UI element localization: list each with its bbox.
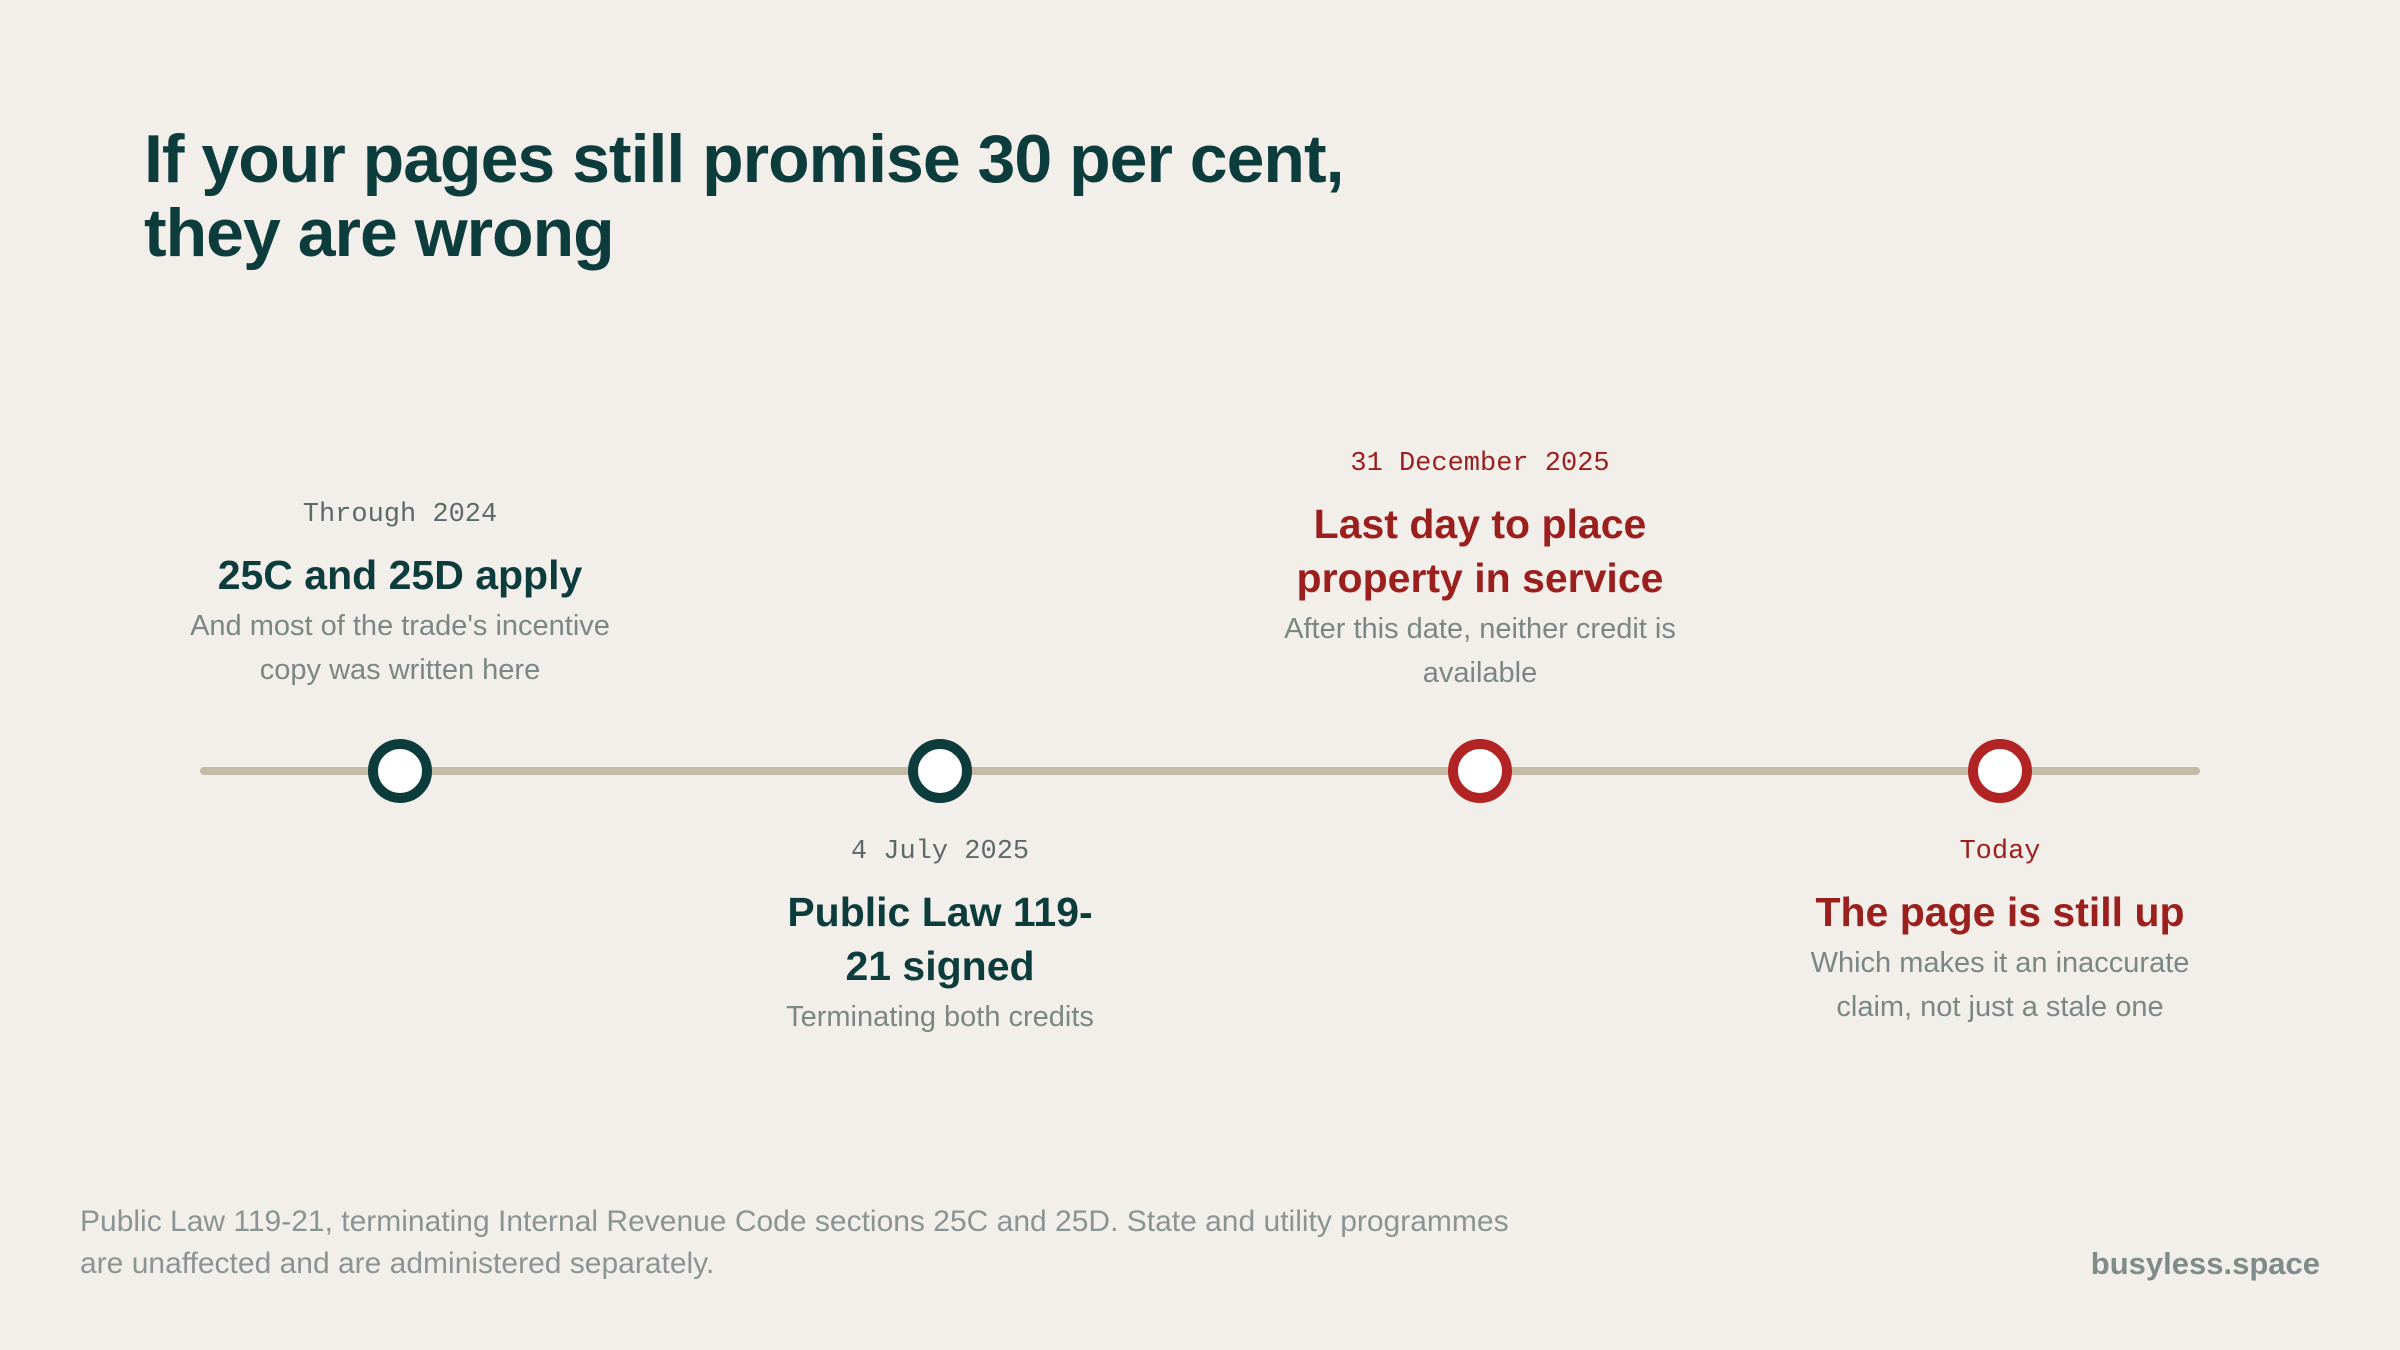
event-heading: Public Law 119-21 signed: [787, 889, 1093, 989]
timeline-node-through-2024: [368, 739, 432, 803]
event-heading: The page is still up: [1815, 889, 2185, 935]
timeline-event-4-july-2025: 4 July 2025 Public Law 119-21 signed Ter…: [660, 835, 1220, 1039]
event-description: And most of the trade's incentive copy w…: [190, 610, 610, 686]
event-description: Which makes it an inaccurate claim, not …: [1810, 947, 2190, 1023]
event-description: After this date, neither credit is avail…: [1284, 613, 1676, 689]
timeline-event-today: Today The page is still up Which makes i…: [1720, 835, 2280, 1029]
footnote: Public Law 119-21, terminating Internal …: [80, 1205, 1509, 1280]
page-title: If your pages still promise 30 per cent,…: [144, 122, 1544, 270]
event-date: Through 2024: [302, 500, 498, 530]
event-date: 31 December 2025: [1350, 449, 1610, 479]
timeline-track: [200, 767, 2200, 775]
timeline-node-31-december-2025: [1448, 739, 1512, 803]
timeline-event-through-2024: Through 2024 25C and 25D apply And most …: [120, 498, 680, 692]
brand-wordmark: busyless.space: [2090, 1246, 2320, 1281]
event-heading: 25C and 25D apply: [217, 552, 583, 598]
page-title-line-1: If your pages still promise 30 per cent,: [144, 121, 1345, 197]
timeline-event-31-december-2025: 31 December 2025 Last day to place prope…: [1200, 447, 1760, 695]
event-date: Today: [1959, 837, 2041, 867]
page-title-line-2: they are wrong: [144, 195, 615, 271]
event-description: Terminating both credits: [786, 1001, 1094, 1033]
timeline-node-today: [1968, 739, 2032, 803]
timeline-node-4-july-2025: [908, 739, 972, 803]
event-heading: Last day to place property in service: [1296, 501, 1664, 601]
event-date: 4 July 2025: [850, 837, 1030, 867]
